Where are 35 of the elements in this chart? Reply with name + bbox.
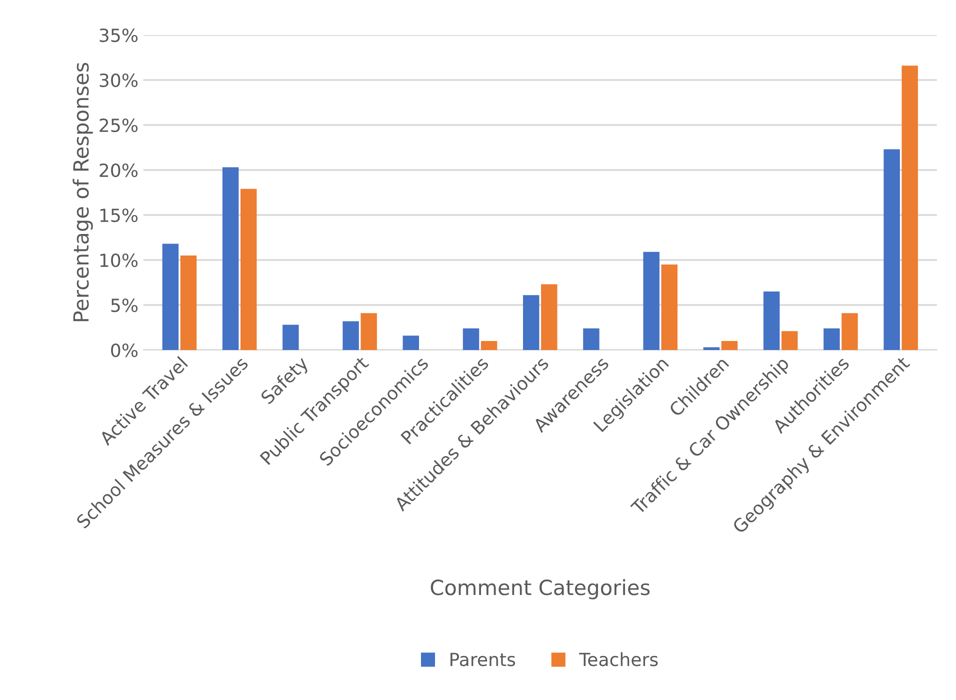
legend-label: Teachers [579,652,658,666]
bar [360,313,377,350]
bar [462,328,480,350]
bar [222,167,239,350]
bar [763,292,780,350]
y-tick-label: 10% [100,253,138,268]
bar [842,313,858,350]
x-axis-title: Comment Categories [430,579,650,600]
bar [541,284,558,350]
bar [480,341,498,350]
y-axis-title: Percentage of Responses [72,62,93,322]
y-tick-label: 15% [100,208,138,222]
y-tick-label: 35% [100,28,138,42]
bar [342,321,359,350]
bar [884,149,900,350]
bar [523,295,540,350]
y-tick-label: 20% [100,163,138,178]
bar [703,347,720,350]
bar [824,328,840,350]
legend-label: Parents [450,652,516,666]
bar [162,244,179,350]
y-tick-label: 30% [100,73,138,88]
bar [661,264,678,350]
bar [781,331,798,350]
bar [282,324,299,350]
bar [240,188,257,350]
y-tick-label: 25% [100,118,138,132]
bar [180,256,197,350]
bar [583,328,600,350]
bar [902,66,918,350]
y-tick-label: 0% [111,343,138,358]
bar [721,341,738,350]
bar [643,252,660,350]
y-tick-label: 5% [111,298,138,312]
bar [402,336,420,350]
